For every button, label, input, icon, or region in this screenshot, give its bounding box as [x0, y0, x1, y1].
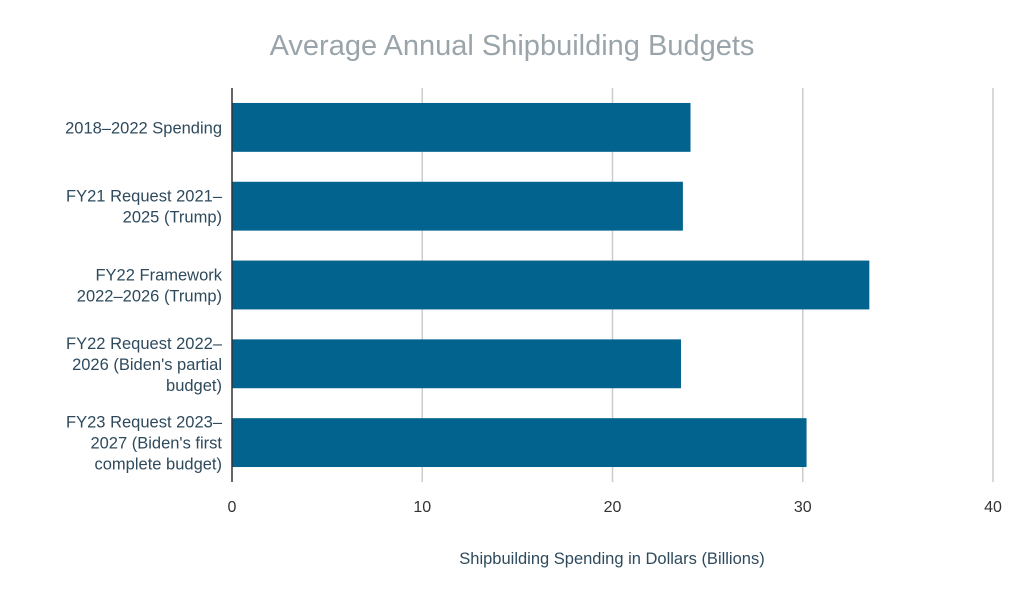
x-tick-labels: 0 10 20 30 40 [228, 499, 1002, 516]
x-tick-label: 40 [984, 499, 1002, 516]
category-label-line: FY22 Framework [95, 267, 222, 285]
x-tick-label: 10 [413, 499, 431, 516]
category-label-line: 2026 (Biden's partial [72, 356, 222, 374]
category-label-line: complete budget) [95, 456, 223, 474]
category-label: FY21 Request 2021– 2025 (Trump) [66, 188, 223, 227]
category-label-line: 2025 (Trump) [123, 209, 222, 227]
x-tick-label: 20 [604, 499, 622, 516]
category-label: FY22 Framework 2022–2026 (Trump) [77, 267, 223, 306]
chart-title: Average Annual Shipbuilding Budgets [269, 30, 755, 62]
category-label-line: FY22 Request 2022– [66, 335, 223, 353]
x-tick-label: 0 [228, 499, 237, 516]
category-label-line: 2022–2026 (Trump) [77, 288, 222, 306]
category-label-line: FY21 Request 2021– [66, 188, 223, 206]
bars [232, 102, 870, 468]
bar [232, 181, 683, 231]
x-tick-label: 30 [794, 499, 812, 516]
category-label-line: 2027 (Biden's first [90, 435, 222, 453]
x-axis-title: Shipbuilding Spending in Dollars (Billio… [459, 550, 764, 568]
category-label-line: FY23 Request 2023– [66, 414, 223, 432]
category-label-line: 2018–2022 Spending [65, 119, 222, 137]
category-label-line: budget) [166, 377, 222, 395]
category-label: 2018–2022 Spending [65, 119, 222, 137]
bar [232, 418, 807, 468]
category-labels: 2018–2022 Spending FY21 Request 2021– 2025… [65, 119, 223, 473]
bar [232, 339, 681, 389]
category-label: FY23 Request 2023– 2027 (Biden's first com… [66, 414, 223, 474]
bar [232, 260, 870, 310]
category-label: FY22 Request 2022– 2026 (Biden's partial b… [66, 335, 223, 395]
bar [232, 102, 691, 152]
